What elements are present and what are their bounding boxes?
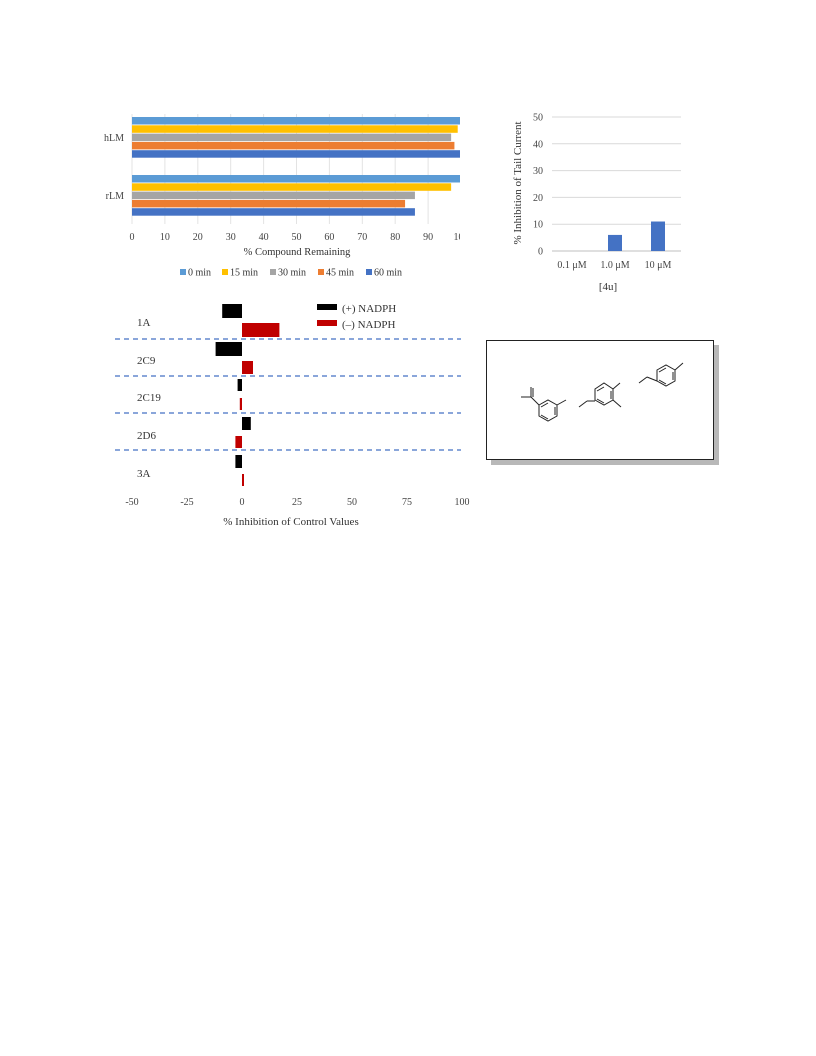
herg-y-tick-labels: 0 10 20 30 40 50 bbox=[533, 113, 543, 258]
x-tick-label: -25 bbox=[180, 497, 193, 508]
category-label: hLM bbox=[104, 133, 124, 144]
legend-swatch bbox=[317, 320, 337, 326]
legend-label: (–) NADPH bbox=[342, 319, 396, 331]
legend-label: 60 min bbox=[374, 268, 402, 279]
bar-hLM-45-min bbox=[132, 141, 455, 150]
category-label: rLM bbox=[106, 191, 124, 202]
y-tick-label: 0 bbox=[538, 247, 543, 258]
x-tick-label: 80 bbox=[390, 232, 400, 243]
bar-hLM-60-min bbox=[132, 150, 460, 158]
y-tick-label: 50 bbox=[533, 113, 543, 124]
legend-swatch bbox=[270, 269, 276, 275]
stability-category-labels: hLM rLM bbox=[104, 133, 124, 202]
x-tick-label: -50 bbox=[125, 497, 138, 508]
bar-2C19-minus-nadph bbox=[239, 398, 242, 410]
x-tick-label: 0 bbox=[130, 232, 135, 243]
x-tick-label: 90 bbox=[423, 232, 433, 243]
category-label: 10 μM bbox=[645, 260, 672, 271]
category-label: 1A bbox=[137, 317, 151, 329]
legend-swatch bbox=[317, 304, 337, 310]
bar-1.0-μM bbox=[608, 234, 622, 251]
legend-label: 30 min bbox=[278, 268, 306, 279]
bar-2C9-minus-nadph bbox=[242, 361, 253, 374]
cyp-x-tick-labels: -50 -25 0 25 50 75 100 bbox=[125, 497, 469, 508]
stability-chart: hLM rLM 0 10 20 30 40 50 60 70 80 90 100 % Compound… bbox=[104, 114, 461, 279]
x-tick-label: 50 bbox=[347, 497, 357, 508]
legend-label: 15 min bbox=[230, 268, 258, 279]
legend-label: (+) NADPH bbox=[342, 303, 396, 315]
x-tick-label: 60 bbox=[324, 232, 334, 243]
y-tick-label: 20 bbox=[533, 193, 543, 204]
bar-2C19-plus-nadph bbox=[237, 379, 242, 391]
x-tick-label: 0 bbox=[240, 497, 245, 508]
chemical-structure bbox=[521, 362, 684, 422]
bar-hLM-15-min bbox=[132, 125, 458, 133]
stability-x-axis-label: % Compound Remaining bbox=[244, 247, 351, 258]
x-tick-label: 20 bbox=[193, 232, 203, 243]
cyp-bars bbox=[215, 304, 280, 486]
bar-hLM-0-min bbox=[132, 117, 460, 125]
bar-rLM-15-min bbox=[132, 183, 452, 191]
category-label: 1.0 μM bbox=[600, 260, 629, 271]
legend-label: 45 min bbox=[326, 268, 354, 279]
x-tick-label: 70 bbox=[357, 232, 367, 243]
cyp-x-axis-label: % Inhibition of Control Values bbox=[223, 516, 358, 528]
cyp-legend: (+) NADPH (–) NADPH bbox=[317, 303, 396, 331]
stability-legend: 0 min 15 min 30 min 45 min 60 min bbox=[180, 268, 402, 279]
bar-rLM-45-min bbox=[132, 199, 406, 208]
bar-3A-plus-nadph bbox=[235, 455, 242, 468]
structure-box bbox=[486, 340, 714, 460]
legend-swatch bbox=[180, 269, 186, 275]
x-tick-label: 10 bbox=[160, 232, 170, 243]
legend-swatch bbox=[318, 269, 324, 275]
y-tick-label: 10 bbox=[533, 220, 543, 231]
bar-1A-minus-nadph bbox=[242, 323, 280, 337]
x-tick-label: 75 bbox=[402, 497, 412, 508]
cyp-inhibition-chart: 1A 2C9 2C19 2D6 3A -50 -25 0 25 50 75 100 (+) NADP… bbox=[115, 303, 470, 528]
herg-x-axis-label: [4u] bbox=[599, 281, 617, 293]
herg-y-axis-label: % Inhibition of Tail Current bbox=[512, 121, 524, 244]
category-label: 2C9 bbox=[137, 355, 156, 367]
category-label: 2C19 bbox=[137, 392, 161, 404]
x-tick-label: 40 bbox=[259, 232, 269, 243]
legend-swatch bbox=[366, 269, 372, 275]
bar-hLM-30-min bbox=[132, 133, 452, 142]
category-label: 0.1 μM bbox=[557, 260, 586, 271]
category-label: 3A bbox=[137, 468, 151, 480]
bar-rLM-0-min bbox=[132, 175, 460, 183]
herg-category-labels: 0.1 μM 1.0 μM 10 μM bbox=[557, 260, 671, 271]
y-tick-label: 40 bbox=[533, 139, 543, 150]
cyp-separators bbox=[115, 338, 461, 451]
stability-bars bbox=[132, 117, 460, 216]
x-tick-label: 25 bbox=[292, 497, 302, 508]
x-tick-label: 100 bbox=[454, 232, 461, 243]
x-tick-label: 100 bbox=[455, 497, 470, 508]
legend-swatch bbox=[222, 269, 228, 275]
legend-label: 0 min bbox=[188, 268, 211, 279]
bar-2C9-plus-nadph bbox=[215, 342, 242, 356]
bar-rLM-30-min bbox=[132, 191, 415, 200]
bar-10-μM bbox=[651, 221, 665, 251]
x-tick-label: 30 bbox=[226, 232, 236, 243]
category-label: 2D6 bbox=[137, 430, 156, 442]
bar-2D6-minus-nadph bbox=[235, 436, 242, 448]
cyp-category-labels: 1A 2C9 2C19 2D6 3A bbox=[137, 317, 161, 480]
herg-bars bbox=[608, 221, 665, 251]
bar-rLM-60-min bbox=[132, 208, 415, 216]
herg-chart: 0 10 20 30 40 50 0.1 μM 1.0 μM 10 μM % Inhibiti… bbox=[512, 113, 681, 293]
bar-1A-plus-nadph bbox=[222, 304, 242, 318]
stability-x-tick-labels: 0 10 20 30 40 50 60 70 80 90 100 bbox=[130, 232, 461, 243]
x-tick-label: 50 bbox=[292, 232, 302, 243]
bar-3A-minus-nadph bbox=[242, 474, 244, 486]
bar-2D6-plus-nadph bbox=[242, 417, 251, 430]
y-tick-label: 30 bbox=[533, 166, 543, 177]
